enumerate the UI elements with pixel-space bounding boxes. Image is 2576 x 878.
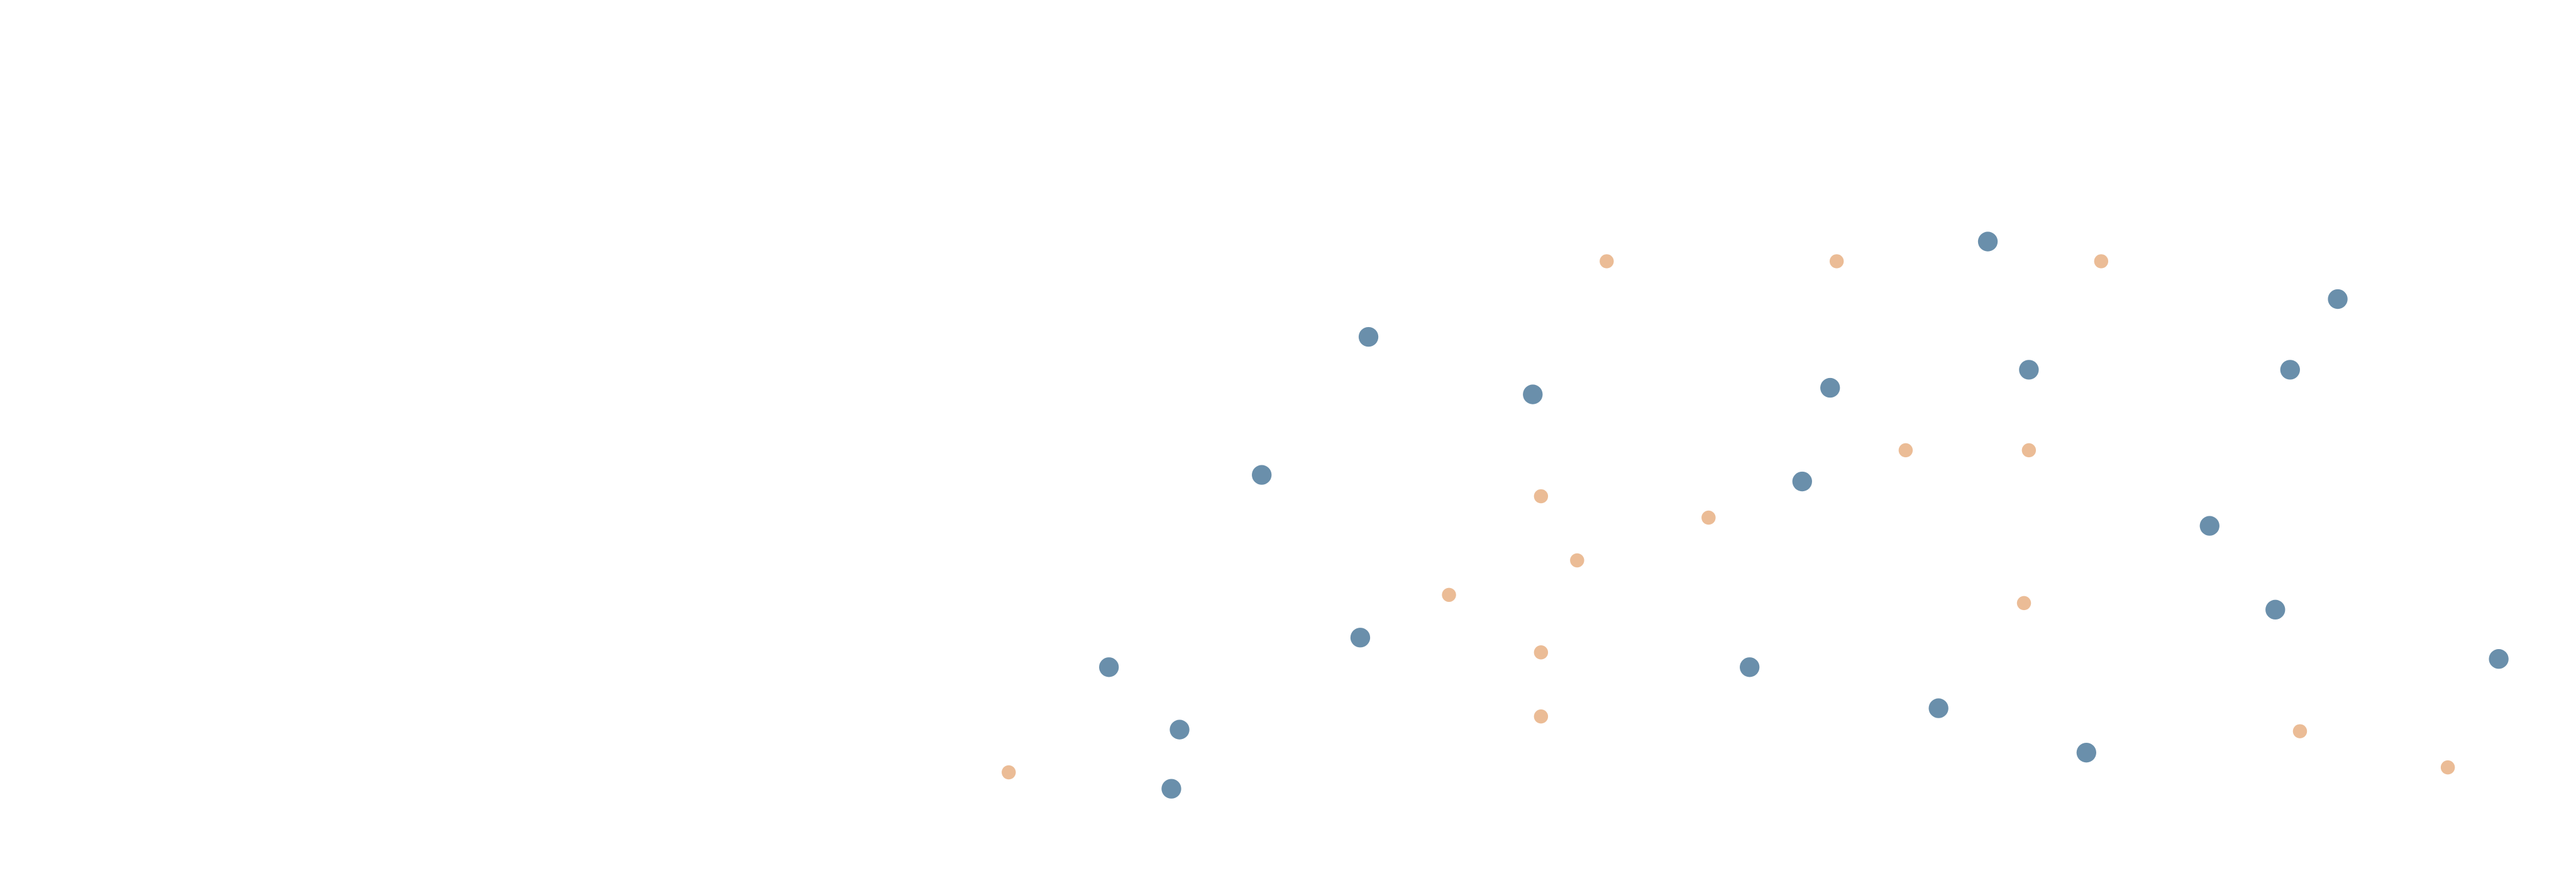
blue-dot [1820, 377, 1840, 398]
orange-dot [2016, 596, 2032, 611]
blue-dot [1792, 471, 1812, 492]
orange-dot [2021, 443, 2037, 458]
orange-dot [2440, 760, 2455, 775]
orange-dot [1600, 254, 1614, 269]
blue-dot [1928, 698, 1949, 718]
blue-dot [1161, 779, 1181, 799]
blue-dot [2019, 360, 2039, 380]
orange-dot [1534, 489, 1549, 504]
orange-dot [1898, 443, 1913, 458]
orange-dot [1534, 709, 1549, 724]
orange-dot [1442, 587, 1456, 603]
orange-dot [1829, 254, 1844, 269]
orange-dot [1570, 553, 1584, 568]
blue-dot [1099, 657, 1119, 677]
blue-dot [2280, 360, 2300, 380]
blue-dot [1740, 657, 1760, 677]
blue-dot [2328, 289, 2348, 309]
blue-dot [1169, 720, 1190, 740]
blue-dot [1252, 465, 1272, 485]
blue-dot [2076, 742, 2096, 763]
orange-dot [2292, 724, 2308, 738]
blue-dot [1350, 628, 1371, 648]
orange-dot [1701, 510, 1716, 525]
orange-dots [1002, 254, 2455, 780]
blue-dots [1099, 231, 2509, 799]
blue-dot [2489, 649, 2509, 669]
blue-dot [1358, 326, 1379, 347]
blue-dot [2265, 599, 2286, 620]
orange-dot [1534, 645, 1549, 660]
blue-dot [2199, 516, 2219, 536]
blue-dot [1523, 384, 1543, 404]
orange-dot [2094, 254, 2109, 269]
orange-dot [1002, 765, 1016, 780]
blue-dot [1977, 231, 1998, 252]
